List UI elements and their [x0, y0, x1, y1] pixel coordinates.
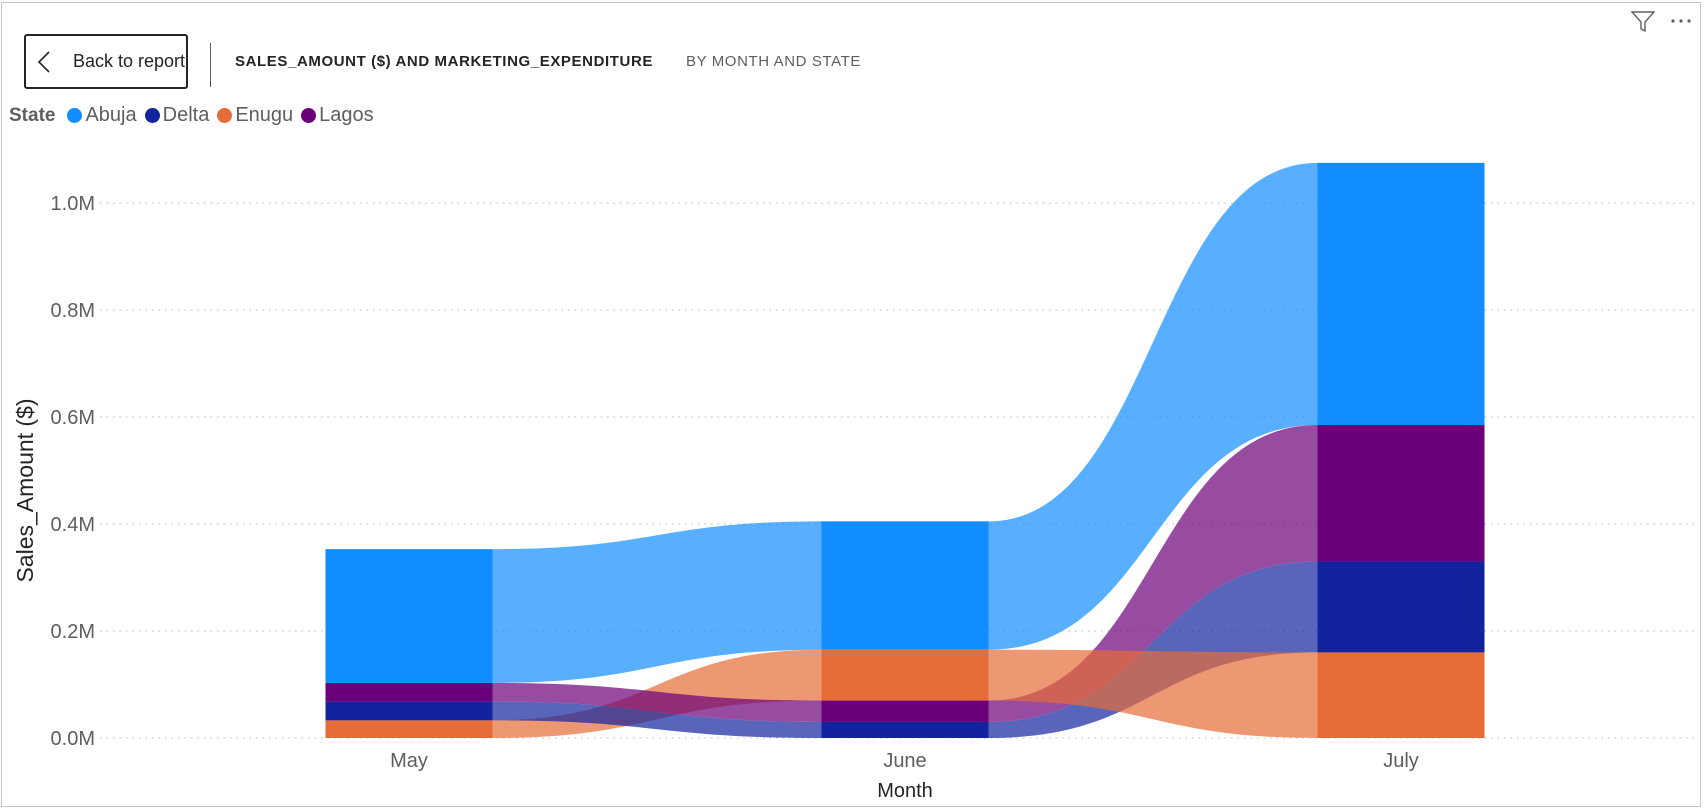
bar-segment-abuja[interactable] [1317, 162, 1485, 426]
x-tick-label: May [390, 750, 428, 772]
bar-segment-delta[interactable] [821, 721, 989, 738]
legend-title: State [9, 104, 56, 126]
legend-swatch [301, 108, 317, 123]
more-options-icon[interactable] [1668, 8, 1694, 34]
legend-item-enugu[interactable]: Enugu [217, 104, 293, 127]
ribbon-enugu[interactable] [988, 649, 1318, 738]
bar-segment-enugu[interactable] [325, 720, 493, 738]
y-tick-label: 0.4M [51, 514, 95, 536]
legend-label: Lagos [319, 104, 374, 126]
legend-label: Delta [162, 104, 210, 126]
legend-label: Abuja [85, 104, 137, 126]
bar-segment-abuja[interactable] [821, 521, 989, 650]
header-divider [210, 43, 211, 87]
y-tick-label: 0.8M [51, 300, 95, 322]
bar-segment-delta[interactable] [325, 701, 493, 721]
ribbon-abuja[interactable] [492, 521, 822, 683]
y-tick-label: 0.2M [51, 621, 95, 643]
visual-header-icons [1630, 8, 1694, 34]
bar-segment-lagos[interactable] [821, 700, 989, 722]
chart-subtitle: BY MONTH AND STATE [686, 53, 861, 70]
legend-item-lagos[interactable]: Lagos [301, 104, 374, 127]
y-tick-label: 0.6M [51, 407, 95, 429]
bar-segment-lagos[interactable] [325, 682, 493, 702]
chart-title: SALES_AMOUNT ($) AND MARKETING_EXPENDITU… [235, 53, 654, 70]
legend-swatch [217, 108, 233, 123]
legend-item-abuja[interactable]: Abuja [67, 104, 137, 127]
x-tick-label: June [883, 750, 926, 772]
bar-segment-abuja[interactable] [325, 549, 493, 683]
back-to-report-button[interactable]: Back to report [24, 34, 188, 89]
bar-segment-enugu[interactable] [1317, 652, 1485, 738]
ribbon-abuja[interactable] [988, 162, 1318, 650]
x-axis-title: Month [877, 780, 933, 802]
legend-swatch [67, 108, 83, 123]
chevron-left-icon [37, 50, 50, 73]
ribbon-lagos[interactable] [492, 682, 822, 722]
legend-item-delta[interactable]: Delta [144, 104, 210, 127]
y-tick-label: 0.0M [51, 728, 95, 750]
bar-segment-delta[interactable] [1317, 561, 1485, 653]
ribbon-delta[interactable] [492, 701, 822, 738]
legend-swatch [144, 108, 160, 123]
bar-segment-lagos[interactable] [1317, 425, 1485, 562]
y-tick-label: 1.0M [51, 193, 95, 215]
filter-icon[interactable] [1630, 8, 1656, 34]
legend-label: Enugu [235, 104, 294, 126]
x-tick-label: July [1383, 750, 1419, 772]
legend: State Abuja Delta Enugu Lagos [9, 104, 382, 127]
y-axis-title: Sales_Amount ($) [12, 398, 38, 582]
ribbon-lagos[interactable] [988, 425, 1318, 722]
ribbon-delta[interactable] [988, 561, 1318, 738]
back-button-label: Back to report [73, 51, 186, 71]
bar-segment-enugu[interactable] [821, 649, 989, 701]
